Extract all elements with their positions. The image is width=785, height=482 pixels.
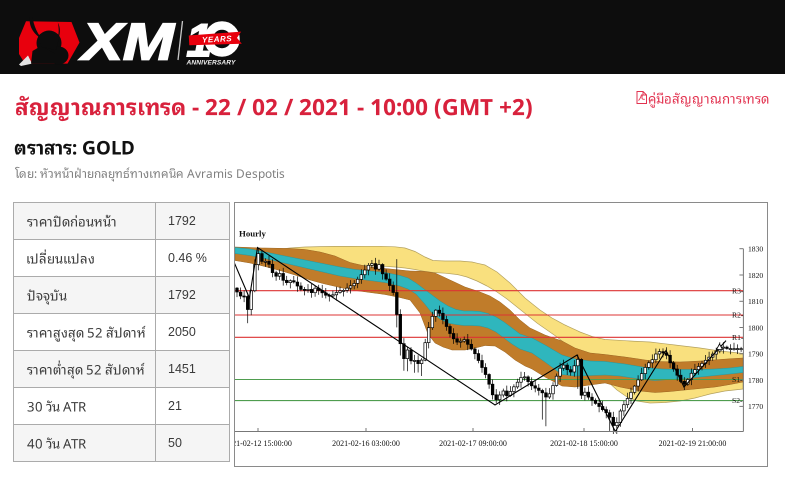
svg-text:1790: 1790 (748, 350, 763, 359)
svg-text:ANNIVERSARY: ANNIVERSARY (186, 60, 236, 67)
svg-text:Hourly: Hourly (239, 229, 266, 239)
svg-text:1780: 1780 (748, 376, 763, 385)
svg-text:XM: XM (78, 14, 176, 72)
svg-text:S1-: S1- (732, 375, 743, 384)
svg-text:R3-: R3- (732, 286, 744, 295)
svg-text:R1-: R1- (732, 333, 744, 342)
svg-text:1800: 1800 (748, 323, 763, 332)
svg-text:1820: 1820 (748, 271, 763, 280)
svg-text:1770: 1770 (748, 402, 763, 411)
svg-text:2021-02-19 21:00:00: 2021-02-19 21:00:00 (659, 439, 727, 448)
svg-text:1830: 1830 (748, 245, 763, 254)
svg-text:2021-02-17 09:00:00: 2021-02-17 09:00:00 (439, 439, 507, 448)
svg-text:2021-02-12 15:00:00: 2021-02-12 15:00:00 (235, 439, 292, 448)
svg-text:1810: 1810 (748, 297, 763, 306)
svg-text:R2-: R2- (732, 311, 744, 320)
svg-text:YEARS: YEARS (202, 34, 233, 45)
svg-text:2021-02-16 03:00:00: 2021-02-16 03:00:00 (332, 439, 400, 448)
svg-text:S2-: S2- (732, 396, 743, 405)
svg-text:2021-02-18 15:00:00: 2021-02-18 15:00:00 (550, 439, 618, 448)
